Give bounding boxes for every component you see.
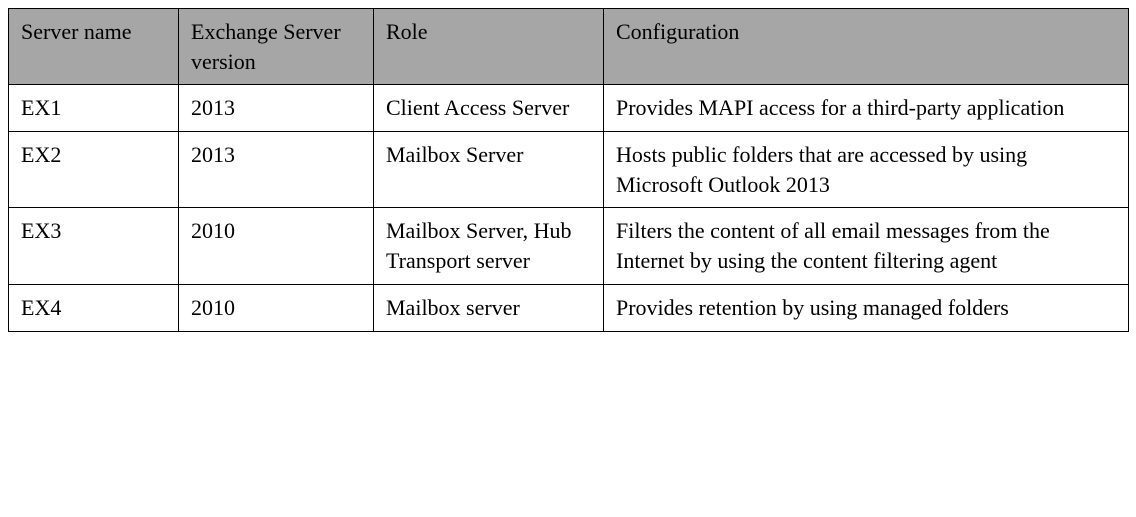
cell-role: Client Access Server: [374, 85, 604, 132]
cell-server-name: EX2: [9, 132, 179, 208]
table-header-row: Server name Exchange Server version Role…: [9, 9, 1129, 85]
col-configuration: Configuration: [604, 9, 1129, 85]
cell-version: 2010: [179, 284, 374, 331]
cell-version: 2013: [179, 85, 374, 132]
cell-configuration: Hosts public folders that are accessed b…: [604, 132, 1129, 208]
cell-configuration: Provides retention by using managed fold…: [604, 284, 1129, 331]
col-version: Exchange Server version: [179, 9, 374, 85]
cell-server-name: EX1: [9, 85, 179, 132]
cell-version: 2010: [179, 208, 374, 284]
cell-configuration: Filters the content of all email message…: [604, 208, 1129, 284]
table-row: EX2 2013 Mailbox Server Hosts public fol…: [9, 132, 1129, 208]
servers-table: Server name Exchange Server version Role…: [8, 8, 1129, 332]
table-row: EX4 2010 Mailbox server Provides retenti…: [9, 284, 1129, 331]
cell-server-name: EX3: [9, 208, 179, 284]
col-role: Role: [374, 9, 604, 85]
col-server-name: Server name: [9, 9, 179, 85]
table-row: EX3 2010 Mailbox Server, Hub Transport s…: [9, 208, 1129, 284]
cell-server-name: EX4: [9, 284, 179, 331]
cell-role: Mailbox Server: [374, 132, 604, 208]
cell-role: Mailbox Server, Hub Transport server: [374, 208, 604, 284]
cell-role: Mailbox server: [374, 284, 604, 331]
cell-configuration: Provides MAPI access for a third-party a…: [604, 85, 1129, 132]
table-row: EX1 2013 Client Access Server Provides M…: [9, 85, 1129, 132]
cell-version: 2013: [179, 132, 374, 208]
